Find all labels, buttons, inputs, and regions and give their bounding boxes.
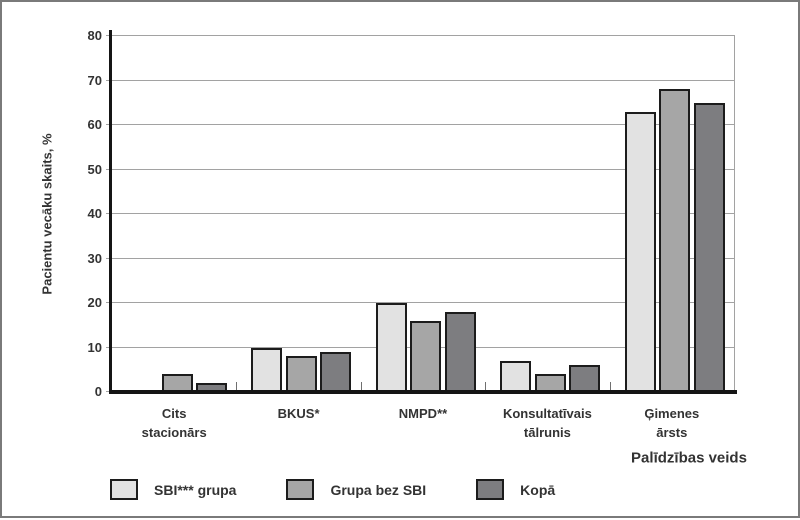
gridline: [106, 124, 735, 125]
category-label-line: tālrunis: [523, 425, 571, 440]
y-tick-label: 70: [87, 72, 102, 88]
bar: [320, 351, 352, 392]
bar: [444, 311, 476, 392]
legend: SBI*** grupa Grupa bez SBI Kopā: [110, 479, 605, 500]
category-label-line: Ģimenes: [644, 406, 700, 421]
category-label-line: ārsts: [656, 425, 688, 440]
y-tick-label: 60: [87, 117, 102, 132]
bar: [410, 320, 442, 392]
gridline: [106, 79, 735, 81]
bar: [375, 303, 407, 392]
bar: [500, 360, 532, 392]
bar: [251, 347, 283, 392]
category-label-line: BKUS*: [277, 406, 320, 421]
y-tick-label: 50: [87, 161, 102, 177]
plot-right-border: [734, 36, 735, 392]
category-label-line: Cits: [161, 406, 187, 421]
legend-label: Kopā: [520, 481, 556, 498]
gridline: [106, 213, 735, 214]
y-tick-label: 80: [87, 28, 102, 43]
legend-item: SBI*** grupa: [110, 479, 236, 500]
gridline: [106, 257, 735, 259]
legend-item: Grupa bez SBI: [286, 479, 426, 500]
y-axis-title: Pacientu vecāku skaits, %: [39, 133, 55, 295]
category-label: Cits stacionārs: [112, 404, 236, 442]
y-tick-label: 40: [87, 206, 102, 221]
gridline: [106, 35, 735, 36]
legend-swatch: [476, 479, 505, 500]
bar: [659, 89, 691, 392]
legend-item: Kopā: [476, 479, 555, 500]
y-tick-label: 20: [87, 295, 102, 310]
bar: [196, 383, 227, 392]
category-label: BKUS*: [237, 404, 361, 423]
y-axis-line: [109, 30, 112, 394]
bar: [693, 102, 725, 392]
category-label: NMPD**: [361, 404, 485, 423]
bar: [285, 356, 317, 392]
y-tick-label: 30: [87, 250, 102, 266]
bar: [624, 111, 656, 392]
category-label-line: Konsultatīvais: [502, 406, 592, 421]
legend-label: Grupa bez SBI: [330, 481, 427, 498]
bar: [534, 374, 566, 392]
category-label-line: NMPD**: [398, 406, 448, 421]
x-axis-title: Palīdzības veids: [631, 449, 747, 467]
legend-swatch: [110, 479, 138, 500]
category-tick: [236, 382, 238, 391]
legend-swatch: [286, 479, 315, 500]
category-label: Konsultatīvais tālrunis: [485, 404, 609, 442]
bar: [569, 365, 601, 392]
category-tick: [485, 382, 487, 391]
y-tick-label: 0: [94, 384, 102, 399]
category-label-line: stacionārs: [141, 425, 207, 440]
gridline: [106, 168, 735, 170]
gridline: [106, 302, 735, 303]
category-label: Ģimenes ārsts: [610, 404, 734, 442]
x-axis-line: [109, 390, 737, 394]
legend-label: SBI*** grupa: [154, 481, 237, 498]
category-tick: [609, 382, 611, 391]
bar: [161, 374, 193, 392]
category-tick: [360, 382, 362, 391]
y-tick-label: 10: [87, 339, 102, 355]
